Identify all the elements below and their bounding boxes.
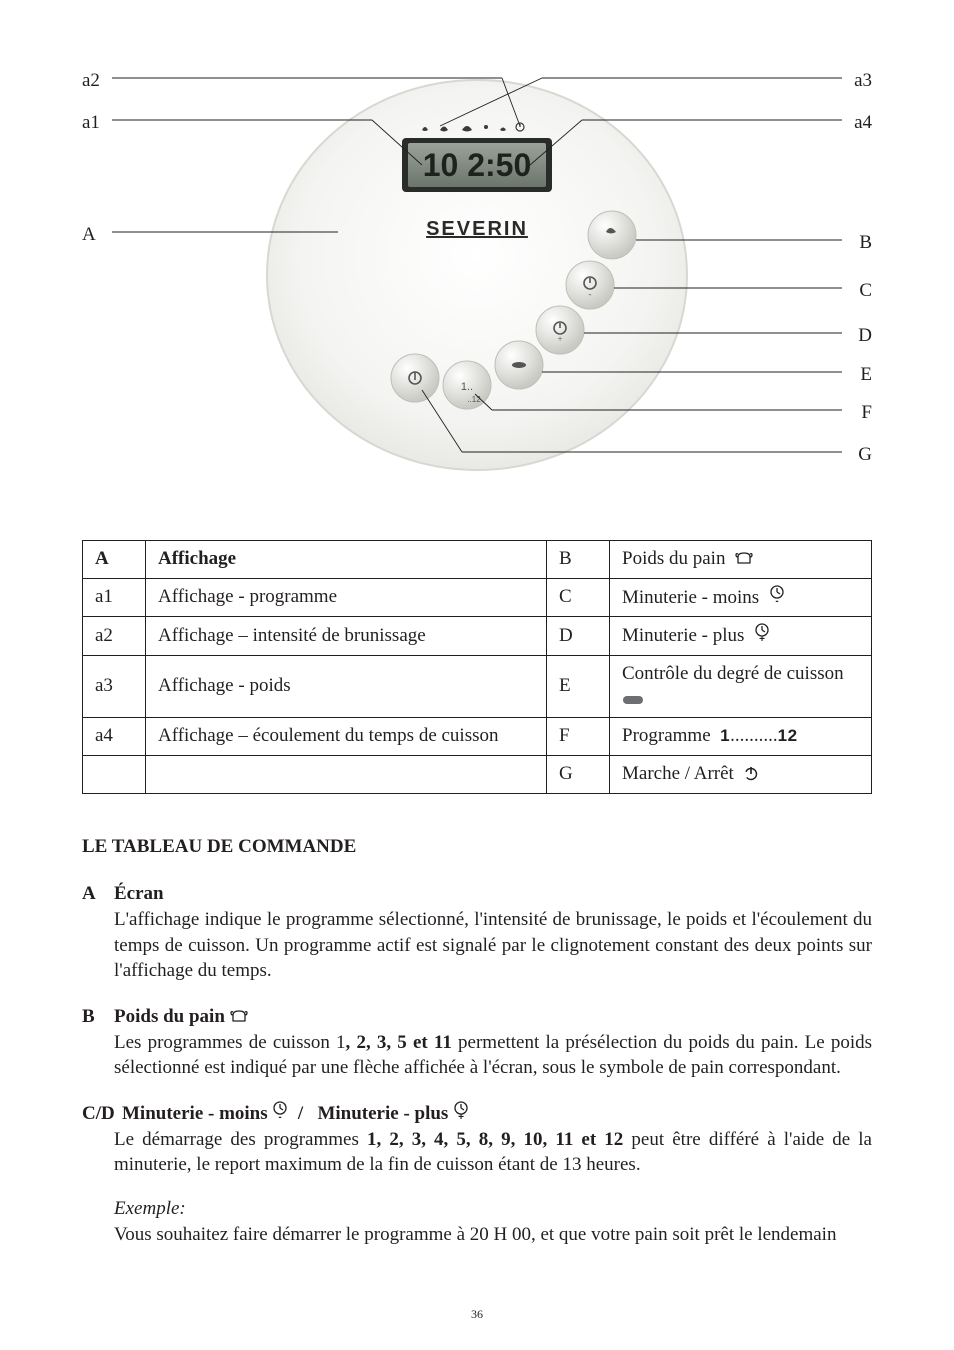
- callout-D: D: [858, 323, 872, 349]
- example-label: Exemple:: [114, 1198, 186, 1219]
- entry-B-letter: B: [82, 1004, 114, 1030]
- entry-A-title: Écran: [114, 883, 164, 904]
- callout-G: G: [858, 442, 872, 468]
- entry-A: AÉcran L'affichage indique le programme …: [82, 881, 872, 984]
- reference-table: AAffichageBPoids du pain a1Affichage - p…: [82, 540, 872, 794]
- bread-icon: [735, 550, 753, 566]
- section-heading: LE TABLEAU DE COMMANDE: [82, 834, 872, 860]
- table-cell: Affichage – écoulement du temps de cuiss…: [146, 718, 547, 756]
- table-cell: D: [547, 617, 610, 656]
- power-icon: [743, 765, 759, 781]
- table-cell: Programme 1..........12: [610, 718, 872, 756]
- table-cell: a2: [83, 617, 146, 656]
- table-cell: Contrôle du degré de cuisson: [610, 656, 872, 718]
- callout-C: C: [859, 278, 872, 304]
- browning-icon: [622, 694, 644, 706]
- table-row: a3Affichage - poidsEContrôle du degré de…: [83, 656, 872, 718]
- svg-text:-: -: [589, 289, 592, 299]
- timer-minus-icon: -: [272, 1101, 288, 1121]
- table-cell: Affichage - programme: [146, 578, 547, 617]
- entry-CD-title-b: Minuterie - plus: [317, 1103, 448, 1124]
- callout-a2: a2: [82, 68, 100, 94]
- table-cell: Affichage – intensité de brunissage: [146, 617, 547, 656]
- table-row: a1Affichage - programmeCMinuterie - moin…: [83, 578, 872, 617]
- callout-a1: a1: [82, 110, 100, 136]
- callout-E: E: [860, 362, 872, 388]
- table-cell: [146, 756, 547, 794]
- table-cell: [83, 756, 146, 794]
- svg-text:+: +: [759, 634, 765, 643]
- table-cell: Affichage - poids: [146, 656, 547, 718]
- table-cell: a4: [83, 718, 146, 756]
- svg-text:-: -: [279, 1112, 282, 1121]
- entry-A-body: L'affichage indique le programme sélecti…: [114, 907, 872, 984]
- table-cell: B: [547, 541, 610, 579]
- entry-B: BPoids du pain Les programmes de cuisson…: [82, 1004, 872, 1081]
- entry-A-letter: A: [82, 881, 114, 907]
- entry-CD-body: Le démarrage des programmes 1, 2, 3, 4, …: [114, 1127, 872, 1178]
- table-row: a2Affichage – intensité de brunissageDMi…: [83, 617, 872, 656]
- timer-plus-icon: +: [754, 623, 770, 643]
- table-cell: C: [547, 578, 610, 617]
- bread-icon: [230, 1008, 248, 1024]
- table-row: AAffichageBPoids du pain: [83, 541, 872, 579]
- callout-A: A: [82, 222, 96, 248]
- table-cell: Marche / Arrêt: [610, 756, 872, 794]
- entry-B-body: Les programmes de cuisson 1, 2, 3, 5 et …: [114, 1030, 872, 1081]
- table-cell: Minuterie - plus +: [610, 617, 872, 656]
- callout-F: F: [861, 400, 872, 426]
- device-panel: 10 2:50 SEVERIN: [267, 80, 687, 470]
- example-body: Vous souhaitez faire démarrer le program…: [114, 1224, 836, 1245]
- page-number: 36: [0, 1306, 954, 1322]
- brand-text: SEVERIN: [426, 218, 528, 240]
- svg-text:1..: 1..: [461, 381, 473, 393]
- table-cell: E: [547, 656, 610, 718]
- table-cell: G: [547, 756, 610, 794]
- lcd-text: 10 2:50: [423, 147, 532, 183]
- table-cell: A: [83, 541, 146, 579]
- control-panel-diagram: 10 2:50 SEVERIN: [82, 60, 872, 490]
- entry-CD-letter: C/D: [82, 1101, 122, 1127]
- table-cell: Minuterie - moins -: [610, 578, 872, 617]
- entry-CD-title-a: Minuterie - moins: [122, 1103, 268, 1124]
- entry-B-title: Poids du pain: [114, 1006, 225, 1027]
- table-cell: Poids du pain: [610, 541, 872, 579]
- callout-a4: a4: [854, 110, 872, 136]
- table-cell: a1: [83, 578, 146, 617]
- svg-text:+: +: [557, 334, 562, 344]
- callout-B: B: [859, 230, 872, 256]
- entry-CD: C/DMinuterie - moins - / Minuterie - plu…: [82, 1101, 872, 1247]
- table-row: GMarche / Arrêt: [83, 756, 872, 794]
- table-cell: F: [547, 718, 610, 756]
- svg-text:+: +: [458, 1112, 464, 1121]
- table-row: a4Affichage – écoulement du temps de cui…: [83, 718, 872, 756]
- timer-plus-icon: +: [453, 1101, 469, 1121]
- callout-a3: a3: [854, 68, 872, 94]
- svg-text:-: -: [775, 596, 778, 605]
- svg-text:..12: ..12: [467, 395, 481, 404]
- timer-minus-icon: -: [769, 585, 785, 605]
- table-cell: a3: [83, 656, 146, 718]
- table-cell: Affichage: [146, 541, 547, 579]
